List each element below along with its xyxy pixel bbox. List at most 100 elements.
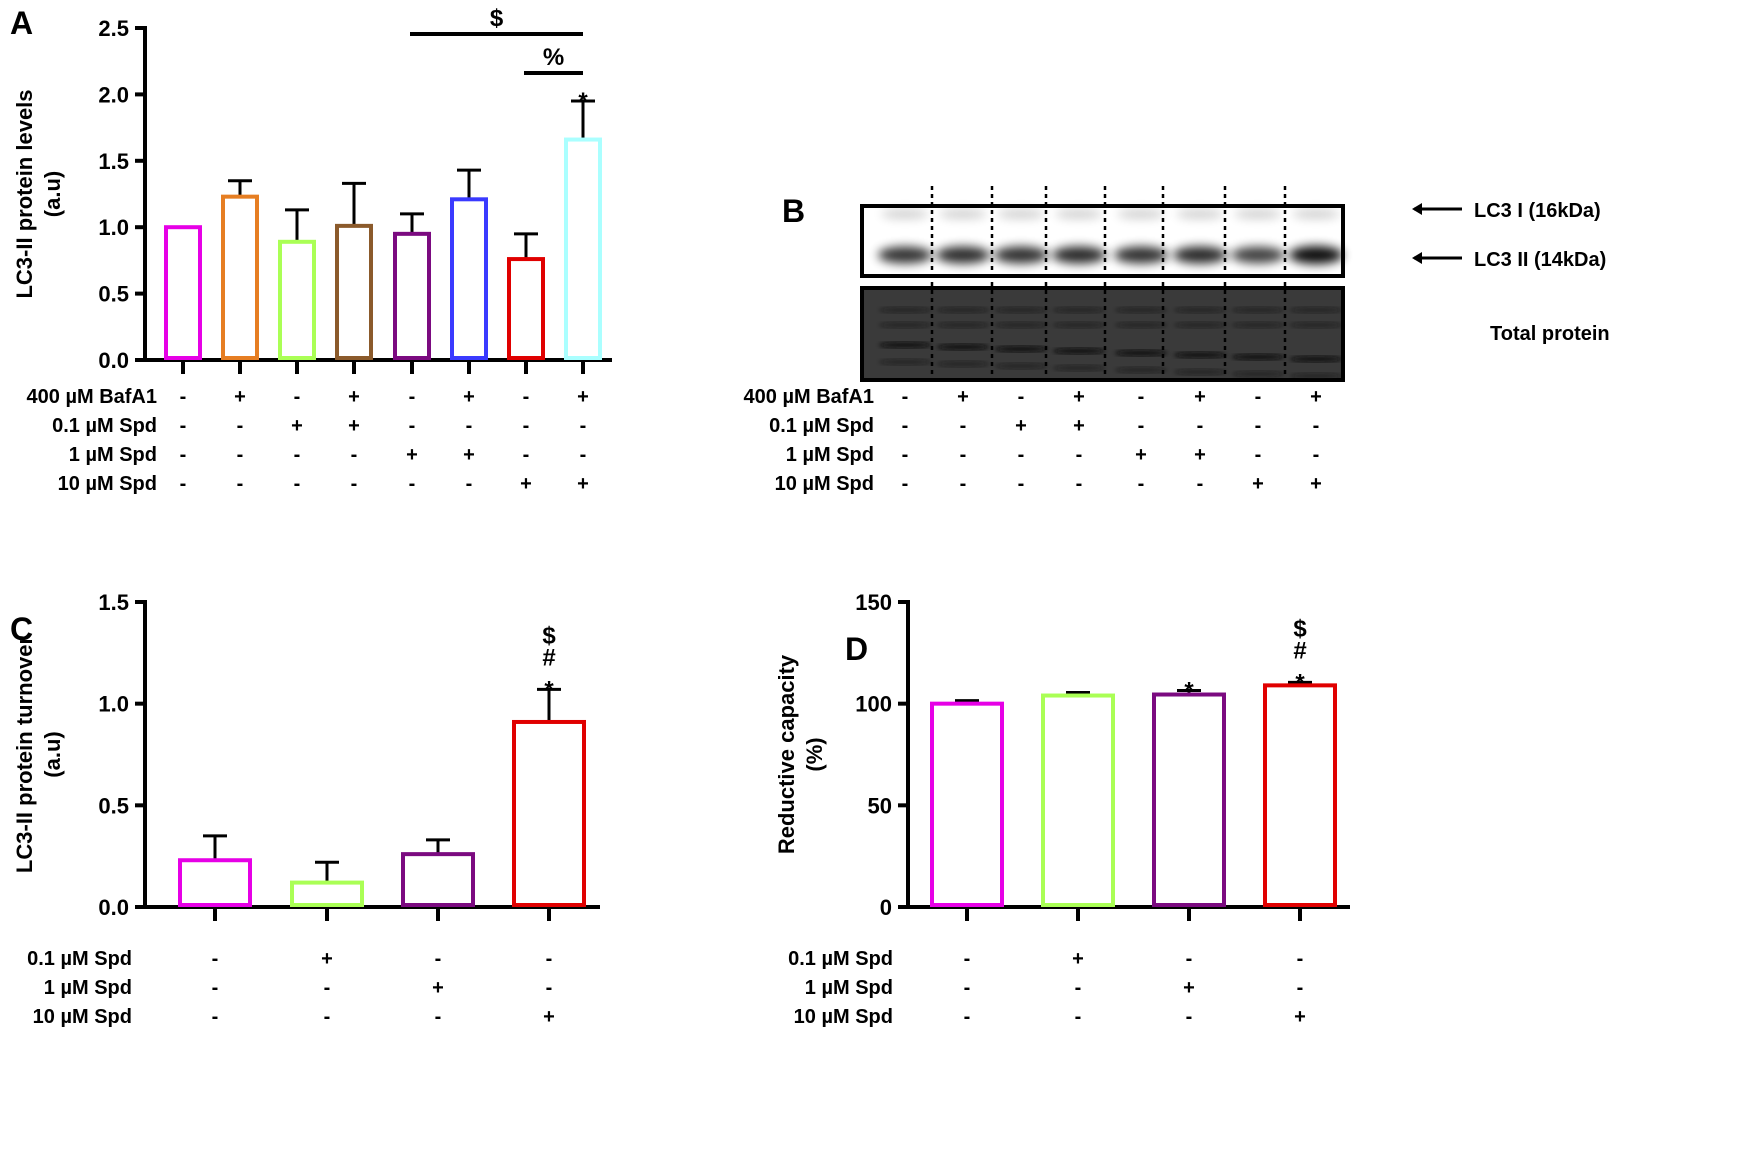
total-protein-band xyxy=(1115,307,1167,313)
bar xyxy=(1152,692,1226,907)
treatment-sign: - xyxy=(435,1006,442,1028)
treatment-sign: - xyxy=(1313,415,1320,437)
y-axis-label: LC3-II protein levels xyxy=(12,89,37,298)
bar xyxy=(335,223,373,360)
treatment-sign: - xyxy=(237,444,244,466)
treatment-sign: - xyxy=(409,415,416,437)
total-protein-band xyxy=(1232,322,1284,328)
bar xyxy=(290,880,364,907)
significance-mark: # xyxy=(542,644,555,671)
significance-mark: # xyxy=(1293,637,1306,664)
treatment-sign: + xyxy=(520,473,532,495)
total-protein-band xyxy=(937,322,989,328)
y-tick-label: 150 xyxy=(855,590,892,615)
treatment-sign: - xyxy=(1297,948,1304,970)
total-protein-band xyxy=(1290,373,1342,379)
treatment-sign: - xyxy=(902,415,909,437)
arrowhead-lc3i-icon xyxy=(1412,203,1422,215)
treatment-sign: - xyxy=(212,948,219,970)
treatment-sign: + xyxy=(1294,1006,1306,1028)
treatment-label: 400 µM BafA1 xyxy=(27,386,157,408)
treatment-sign: - xyxy=(960,444,967,466)
y-tick-label: 0.0 xyxy=(98,895,129,920)
treatment-sign: + xyxy=(957,386,969,408)
total-protein-band xyxy=(1053,307,1105,313)
chart-d: 0 50 100 150 Reductive capacity (%) * * #$ xyxy=(774,590,1350,921)
total-protein-band xyxy=(1053,322,1105,328)
lc3ii-band xyxy=(1173,246,1227,264)
bar xyxy=(1041,693,1115,907)
treatment-sign: - xyxy=(964,977,971,999)
bar xyxy=(221,194,259,360)
treatment-label: 0.1 µM Spd xyxy=(27,948,132,970)
treatment-sign: + xyxy=(543,1006,555,1028)
lc3i-band xyxy=(1176,209,1224,219)
bar xyxy=(278,239,316,360)
treatment-label: 1 µM Spd xyxy=(69,444,157,466)
total-protein-band xyxy=(937,307,989,313)
treatment-table-b: 400 µM BafA1 - + - + - + - +0.1 µM Spd - - + + - - - - 1 … xyxy=(744,386,1322,495)
treatment-table-d: 0.1 µM Spd - + - - 1 µM Spd - - + - 10 µM Spd - - - + xyxy=(788,948,1306,1028)
treatment-sign: - xyxy=(1255,444,1262,466)
treatment-sign: + xyxy=(1194,386,1206,408)
treatment-sign: - xyxy=(1018,444,1025,466)
treatment-sign: - xyxy=(1255,415,1262,437)
treatment-sign: - xyxy=(546,948,553,970)
total-protein-band xyxy=(995,307,1047,313)
treatment-sign: - xyxy=(1255,386,1262,408)
treatment-sign: - xyxy=(1313,444,1320,466)
arrowhead-lc3ii-icon xyxy=(1412,252,1422,264)
treatment-sign: + xyxy=(1015,415,1027,437)
total-protein-band xyxy=(995,346,1047,352)
y-tick-label: 1.0 xyxy=(98,215,129,240)
total-protein-band xyxy=(1174,307,1226,313)
treatment-sign: - xyxy=(546,977,553,999)
total-protein-band xyxy=(1115,322,1167,328)
lc3i-band xyxy=(939,209,987,219)
bar xyxy=(178,858,252,908)
total-protein-band xyxy=(1174,322,1226,328)
treatment-sign: - xyxy=(960,473,967,495)
treatment-sign: + xyxy=(432,977,444,999)
treatment-sign: - xyxy=(435,948,442,970)
significance-mark: * xyxy=(544,676,554,703)
total-protein-band xyxy=(1115,367,1167,373)
y-tick-label: 0.0 xyxy=(98,348,129,373)
treatment-table-a: 400 µM BafA1 - + - + - + - +0.1 µM Spd - - + + - - - - 1 … xyxy=(27,386,589,495)
treatment-sign: - xyxy=(1197,473,1204,495)
treatment-sign: + xyxy=(463,444,475,466)
lc3i-band xyxy=(1292,209,1340,219)
total-protein-band xyxy=(1232,354,1284,360)
total-protein-band xyxy=(1174,369,1226,375)
lc3i-band xyxy=(1234,209,1282,219)
chart-c: 0.0 0.5 1.0 1.5 LC3-II protein turnover (a.u)… xyxy=(12,590,600,921)
significance-mark: * xyxy=(1184,677,1194,704)
total-protein-band xyxy=(1232,371,1284,377)
treatment-sign: - xyxy=(580,415,587,437)
lc3i-band xyxy=(997,209,1045,219)
treatment-sign: + xyxy=(1072,948,1084,970)
y-tick-label: 2.5 xyxy=(98,16,129,41)
lc3ii-band xyxy=(878,246,932,264)
treatment-sign: - xyxy=(1297,977,1304,999)
treatment-sign: - xyxy=(1138,473,1145,495)
treatment-sign: - xyxy=(351,473,358,495)
treatment-label: 400 µM BafA1 xyxy=(744,386,874,408)
significance-mark: $ xyxy=(542,622,556,649)
treatment-sign: + xyxy=(1073,415,1085,437)
total-protein-blot xyxy=(860,286,1345,382)
total-protein-band xyxy=(937,344,989,350)
y-tick-label: 50 xyxy=(868,793,892,818)
y-tick-label: 2.0 xyxy=(98,82,129,107)
bracket-label: $ xyxy=(490,5,504,32)
treatment-label: 1 µM Spd xyxy=(44,977,132,999)
total-protein-band xyxy=(879,342,931,348)
western-blot: LC3 I (16kDa) LC3 II (14kDa) Total prote… xyxy=(860,186,1610,382)
treatment-sign: - xyxy=(466,415,473,437)
total-protein-band xyxy=(1232,307,1284,313)
treatment-label: 10 µM Spd xyxy=(33,1006,132,1028)
treatment-label: 10 µM Spd xyxy=(794,1006,893,1028)
treatment-sign: - xyxy=(1138,386,1145,408)
lc3i-band xyxy=(1055,209,1103,219)
